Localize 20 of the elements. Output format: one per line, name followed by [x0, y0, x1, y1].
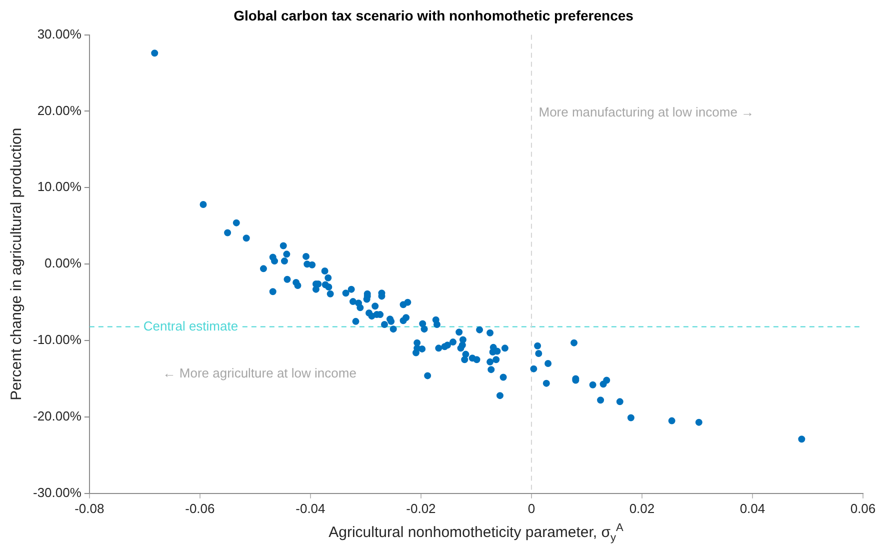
y-tick-label: 10.00% [37, 179, 82, 194]
x-tick-label: -0.06 [185, 500, 215, 516]
x-tick-label: 0 [528, 500, 536, 516]
chart-title: Global carbon tax scenario with nonhomothetic preferences [234, 7, 634, 24]
x-tick-label: 0.06 [850, 500, 876, 516]
y-tick-label: 20.00% [37, 102, 82, 118]
annotation: More manufacturing at low income → [538, 104, 754, 120]
annotation: ← More agriculture at low income [162, 366, 356, 381]
y-tick-label: -20.00% [33, 408, 82, 424]
y-tick-label: -10.00% [33, 332, 82, 348]
y-tick-label: -30.00% [33, 484, 82, 500]
ref-line-label: Central estimate [143, 318, 238, 334]
y-tick-label: 0.00% [44, 256, 82, 271]
x-tick-label: -0.04 [296, 500, 326, 516]
x-tick-label: 0.02 [629, 500, 655, 516]
x-tick-label: -0.02 [406, 500, 436, 516]
x-tick-label: 0.04 [740, 500, 766, 516]
x-tick-label: -0.08 [74, 500, 104, 516]
y-axis-title: Percent change in agricultural production [8, 128, 26, 400]
y-tick-label: 30.00% [37, 26, 82, 42]
